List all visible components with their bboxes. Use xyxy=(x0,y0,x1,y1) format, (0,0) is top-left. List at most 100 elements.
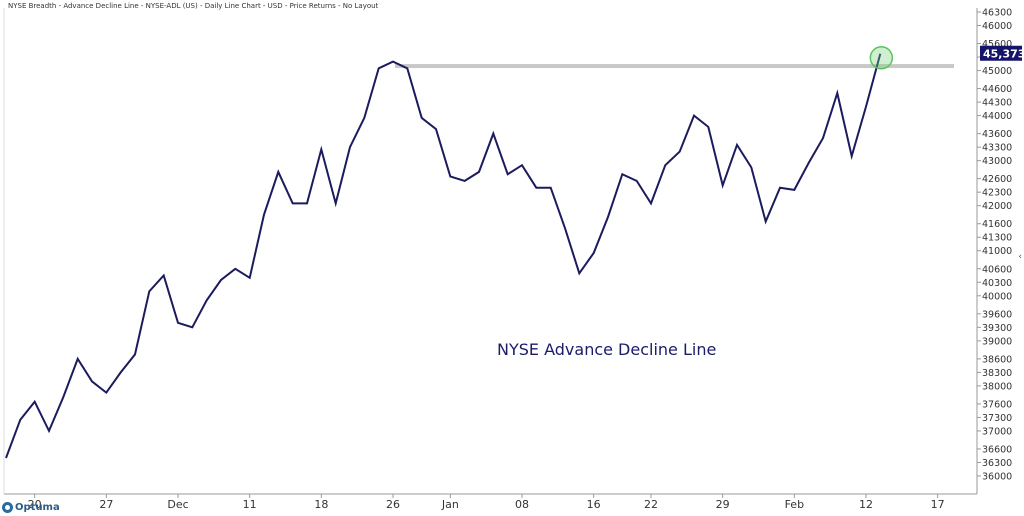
data-point[interactable] xyxy=(548,185,552,189)
data-point[interactable] xyxy=(792,188,796,192)
data-point[interactable] xyxy=(147,289,151,293)
data-point[interactable] xyxy=(720,183,724,187)
data-point[interactable] xyxy=(591,251,595,255)
data-point[interactable] xyxy=(133,352,137,356)
optuma-logo-text: Optuma xyxy=(15,502,60,513)
x-tick-label: 26 xyxy=(386,498,400,511)
data-point[interactable] xyxy=(663,163,667,167)
data-point[interactable] xyxy=(247,276,251,280)
data-point[interactable] xyxy=(75,357,79,361)
data-point[interactable] xyxy=(763,219,767,223)
data-point[interactable] xyxy=(348,145,352,149)
y-tick-label: 43300 xyxy=(982,143,1012,154)
data-point[interactable] xyxy=(276,170,280,174)
data-point[interactable] xyxy=(419,116,423,120)
y-tick-label: 43600 xyxy=(982,129,1012,140)
x-tick-label: 11 xyxy=(243,498,257,511)
data-point[interactable] xyxy=(305,201,309,205)
data-point[interactable] xyxy=(577,271,581,275)
data-point[interactable] xyxy=(462,179,466,183)
data-point[interactable] xyxy=(118,370,122,374)
chevron-left-icon[interactable]: ‹ xyxy=(1018,252,1022,262)
x-tick-label: 27 xyxy=(99,498,113,511)
data-point[interactable] xyxy=(376,66,380,70)
data-point[interactable] xyxy=(835,91,839,95)
data-point[interactable] xyxy=(505,172,509,176)
data-point[interactable] xyxy=(477,170,481,174)
data-point[interactable] xyxy=(47,429,51,433)
x-tick-label: Feb xyxy=(785,498,804,511)
data-point[interactable] xyxy=(677,149,681,153)
y-tick-label: 46300 xyxy=(982,8,1012,19)
data-point[interactable] xyxy=(520,163,524,167)
data-point[interactable] xyxy=(233,267,237,271)
data-point[interactable] xyxy=(4,456,8,460)
x-tick-label: 12 xyxy=(859,498,873,511)
data-point[interactable] xyxy=(634,179,638,183)
y-tick-label: 40300 xyxy=(982,278,1012,289)
y-tick-label: 40000 xyxy=(982,291,1012,302)
y-tick-label: 38000 xyxy=(982,381,1012,392)
data-point[interactable] xyxy=(204,298,208,302)
y-tick-label: 45000 xyxy=(982,66,1012,77)
y-tick-label: 44300 xyxy=(982,98,1012,109)
data-point[interactable] xyxy=(319,147,323,151)
y-tick-label: 44000 xyxy=(982,111,1012,122)
data-point[interactable] xyxy=(290,201,294,205)
y-tick-label: 44600 xyxy=(982,84,1012,95)
data-point[interactable] xyxy=(104,390,108,394)
data-point[interactable] xyxy=(864,104,868,108)
data-point[interactable] xyxy=(778,185,782,189)
data-point[interactable] xyxy=(534,185,538,189)
y-tick-label: 37000 xyxy=(982,426,1012,437)
data-point[interactable] xyxy=(176,321,180,325)
last-value-label: 45,373 xyxy=(983,47,1024,60)
last-point-highlight xyxy=(869,46,894,70)
data-point[interactable] xyxy=(735,143,739,147)
y-tick-label: 36300 xyxy=(982,458,1012,469)
data-point[interactable] xyxy=(649,201,653,205)
x-tick-label: 16 xyxy=(587,498,601,511)
data-point[interactable] xyxy=(620,172,624,176)
data-point[interactable] xyxy=(749,165,753,169)
y-tick-label: 39000 xyxy=(982,336,1012,347)
y-tick-label: 37300 xyxy=(982,413,1012,424)
y-tick-label: 42000 xyxy=(982,201,1012,212)
data-point[interactable] xyxy=(692,113,696,117)
data-point[interactable] xyxy=(706,125,710,129)
data-point[interactable] xyxy=(18,417,22,421)
last-value-badge xyxy=(980,45,1022,61)
data-point[interactable] xyxy=(219,278,223,282)
y-tick-label: 39300 xyxy=(982,323,1012,334)
data-point[interactable] xyxy=(606,215,610,219)
data-point[interactable] xyxy=(806,161,810,165)
x-tick-label: 22 xyxy=(644,498,658,511)
data-point[interactable] xyxy=(161,273,165,277)
x-tick-label: 18 xyxy=(314,498,328,511)
x-tick-label: 17 xyxy=(931,498,945,511)
data-point[interactable] xyxy=(90,379,94,383)
data-point[interactable] xyxy=(405,66,409,70)
data-point[interactable] xyxy=(849,154,853,158)
chart-annotation: NYSE Advance Decline Line xyxy=(497,340,716,359)
data-point[interactable] xyxy=(491,131,495,135)
data-point[interactable] xyxy=(32,399,36,403)
data-point[interactable] xyxy=(190,325,194,329)
y-tick-label: 42300 xyxy=(982,188,1012,199)
data-point[interactable] xyxy=(61,395,65,399)
data-point[interactable] xyxy=(391,59,395,63)
data-point[interactable] xyxy=(434,127,438,131)
x-tick-label: 29 xyxy=(716,498,730,511)
y-tick-label: 36000 xyxy=(982,471,1012,482)
data-point[interactable] xyxy=(262,213,266,217)
data-point[interactable] xyxy=(333,201,337,205)
data-point[interactable] xyxy=(362,116,366,120)
y-tick-label: 38300 xyxy=(982,368,1012,379)
data-point[interactable] xyxy=(448,174,452,178)
x-tick-label: Jan xyxy=(441,498,459,511)
data-point[interactable] xyxy=(821,136,825,140)
series-line-0[interactable] xyxy=(5,53,882,459)
data-point[interactable] xyxy=(563,226,567,230)
y-tick-label: 42600 xyxy=(982,174,1012,185)
